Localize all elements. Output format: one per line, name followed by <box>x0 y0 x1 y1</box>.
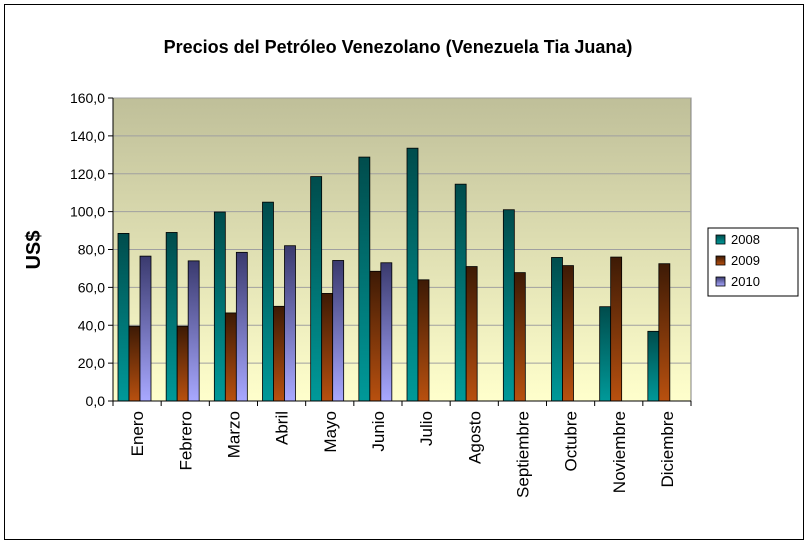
bar-2009-noviembre <box>610 256 623 402</box>
x-tick-label: Junio <box>369 411 388 452</box>
legend-swatch-2008 <box>715 234 726 245</box>
bar-2010-mayo <box>332 260 345 402</box>
y-tick-label: 120,0 <box>70 166 105 182</box>
bar-2008-abril <box>262 201 274 402</box>
legend-label-2008: 2008 <box>731 232 760 247</box>
bar-2008-julio <box>406 147 419 402</box>
y-axis-label: US$ <box>23 231 45 270</box>
bar-2009-abril <box>273 305 285 402</box>
gridlines <box>113 97 691 364</box>
bar-2009-agosto <box>465 266 478 402</box>
y-tick-label: 100,0 <box>70 204 105 220</box>
bar-2009-octubre <box>562 265 574 402</box>
bar-2010-enero <box>139 255 152 402</box>
bar-2009-marzo <box>224 312 237 402</box>
chart-title: Precios del Petróleo Venezolano (Venezue… <box>164 37 633 57</box>
y-tick-label: 60,0 <box>78 279 105 295</box>
bar-2010-abril <box>284 245 296 402</box>
x-tick-label: Julio <box>417 411 436 446</box>
bar-2008-enero <box>117 233 130 402</box>
bar-2009-febrero <box>176 325 189 402</box>
bar-2009-julio <box>417 279 430 402</box>
bars <box>117 147 671 402</box>
bar-2008-diciembre <box>647 330 660 402</box>
y-tick-label: 20,0 <box>78 355 105 371</box>
bar-2009-septiembre <box>513 272 526 402</box>
bar-2008-junio <box>358 156 371 402</box>
x-tick-label: Octubre <box>562 411 581 471</box>
bar-2008-agosto <box>454 183 467 402</box>
y-tick-label: 80,0 <box>78 242 105 258</box>
bar-2010-febrero <box>187 260 200 402</box>
bar-2008-marzo <box>213 211 226 402</box>
x-tick-label: Mayo <box>321 411 340 453</box>
bar-2010-marzo <box>235 251 248 402</box>
bar-2008-mayo <box>310 176 323 402</box>
x-tick-label: Diciembre <box>658 411 677 488</box>
y-tick-label: 0,0 <box>86 393 106 409</box>
x-tick-label: Noviembre <box>610 411 629 493</box>
x-tick-label: Agosto <box>465 411 484 464</box>
legend-items: 2008 2009 2010 <box>715 232 760 289</box>
x-tick-label: Febrero <box>176 411 195 471</box>
y-tick-label: 40,0 <box>78 317 105 333</box>
bar-2008-febrero <box>165 232 178 402</box>
bar-2009-enero <box>128 325 141 402</box>
y-axis-ticks: 0,0 20,0 40,0 60,0 80,0 100,0 120,0 140,0 160,0 <box>70 90 113 409</box>
x-tick-label: Abril <box>273 411 292 445</box>
bar-2009-mayo <box>321 293 334 402</box>
legend: 2008 2009 2010 <box>707 227 799 297</box>
y-tick-label: 140,0 <box>70 128 105 144</box>
bar-2010-junio <box>380 262 393 402</box>
bar-2008-septiembre <box>502 209 515 402</box>
bar-2009-diciembre <box>658 263 671 402</box>
x-tick-label: Septiembre <box>513 411 532 498</box>
x-tick-label: Enero <box>128 411 147 456</box>
x-tick-label: Marzo <box>224 411 243 458</box>
y-tick-label: 160,0 <box>70 90 105 106</box>
legend-label-2010: 2010 <box>731 274 760 289</box>
legend-label-2009: 2009 <box>731 253 760 268</box>
x-axis-ticks: Enero Febrero Marzo Abril Mayo Junio Julio Agos… <box>112 401 692 498</box>
bar-2009-junio <box>369 270 382 402</box>
bar-2008-noviembre <box>599 306 612 402</box>
bar-2008-octubre <box>551 257 563 402</box>
legend-swatch-2009 <box>715 255 726 266</box>
legend-swatch-2010 <box>715 276 726 287</box>
